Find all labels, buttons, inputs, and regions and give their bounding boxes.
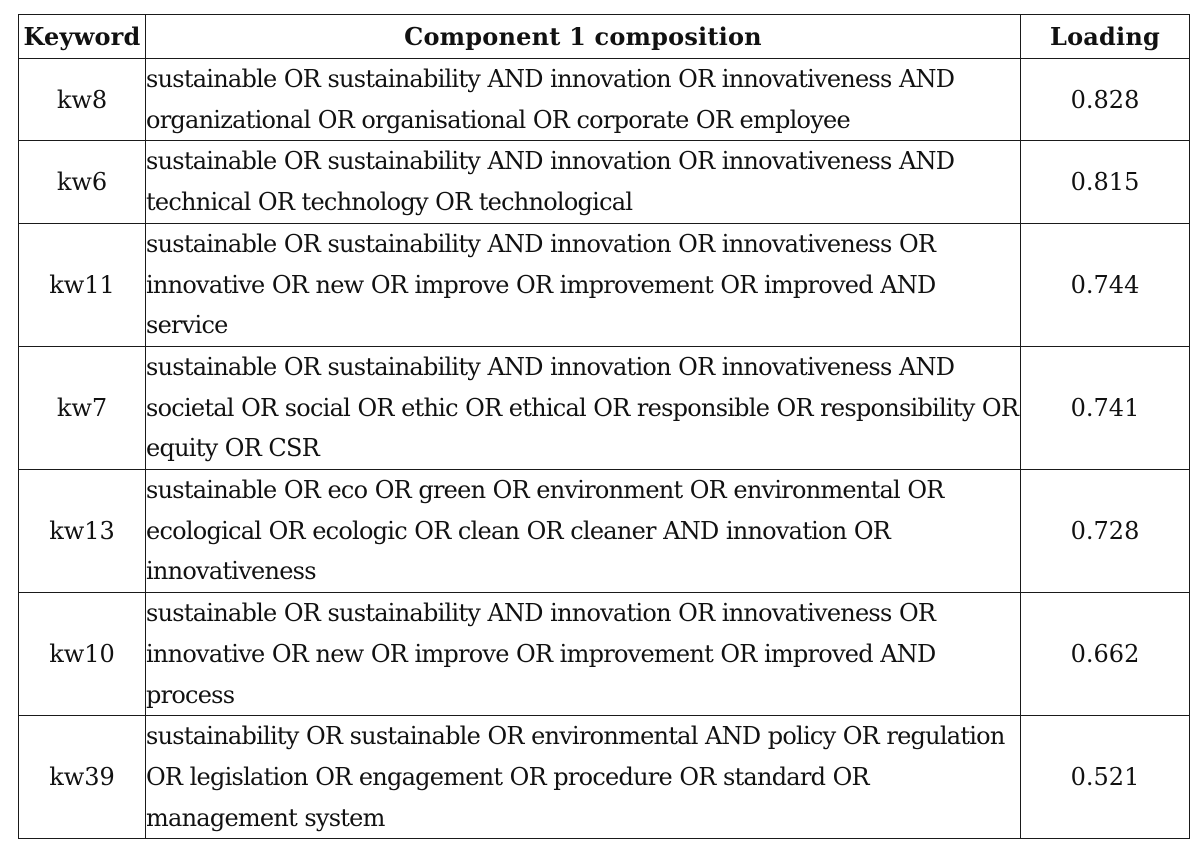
composition-cell: sustainable OR sustainability AND innova…: [145, 140, 1021, 224]
composition-cell: sustainable OR sustainability AND innova…: [145, 57, 1021, 142]
header-composition: Component 1 composition: [145, 14, 1021, 59]
table-row: kw39 sustainability OR sustainable OR en…: [18, 715, 1190, 840]
table-row: kw11 sustainable OR sustainability AND i…: [18, 222, 1190, 347]
table-row: kw6 sustainable OR sustainability AND in…: [18, 140, 1190, 224]
keyword-cell: kw8: [18, 57, 146, 142]
composition-cell: sustainable OR sustainability AND innova…: [145, 592, 1021, 717]
loading-cell: 0.741: [1020, 345, 1190, 471]
keyword-cell: kw11: [18, 222, 146, 347]
loading-cell: 0.744: [1020, 222, 1190, 347]
loading-cell: 0.662: [1020, 592, 1190, 717]
keyword-cell: kw10: [18, 592, 146, 717]
composition-cell: sustainable OR sustainability AND innova…: [145, 222, 1021, 347]
loading-cell: 0.728: [1020, 469, 1190, 594]
table-row: kw7 sustainable OR sustainability AND in…: [18, 345, 1190, 471]
keyword-cell: kw6: [18, 140, 146, 224]
composition-cell: sustainability OR sustainable OR environ…: [145, 715, 1021, 840]
loading-cell: 0.828: [1020, 57, 1190, 142]
loading-cell: 0.521: [1020, 715, 1190, 840]
composition-cell: sustainable OR sustainability AND innova…: [145, 345, 1021, 471]
keyword-cell: kw7: [18, 345, 146, 471]
loadings-table: Keyword Component 1 composition Loading …: [18, 14, 1190, 840]
keyword-cell: kw39: [18, 715, 146, 840]
header-loading: Loading: [1020, 14, 1190, 59]
header-keyword: Keyword: [18, 14, 146, 59]
table-row: kw10 sustainable OR sustainability AND i…: [18, 592, 1190, 717]
header-row: Keyword Component 1 composition Loading: [18, 14, 1190, 59]
loading-cell: 0.815: [1020, 140, 1190, 224]
table-row: kw8 sustainable OR sustainability AND in…: [18, 57, 1190, 142]
table-row: kw13 sustainable OR eco OR green OR envi…: [18, 469, 1190, 594]
keyword-cell: kw13: [18, 469, 146, 594]
composition-cell: sustainable OR eco OR green OR environme…: [145, 469, 1021, 594]
